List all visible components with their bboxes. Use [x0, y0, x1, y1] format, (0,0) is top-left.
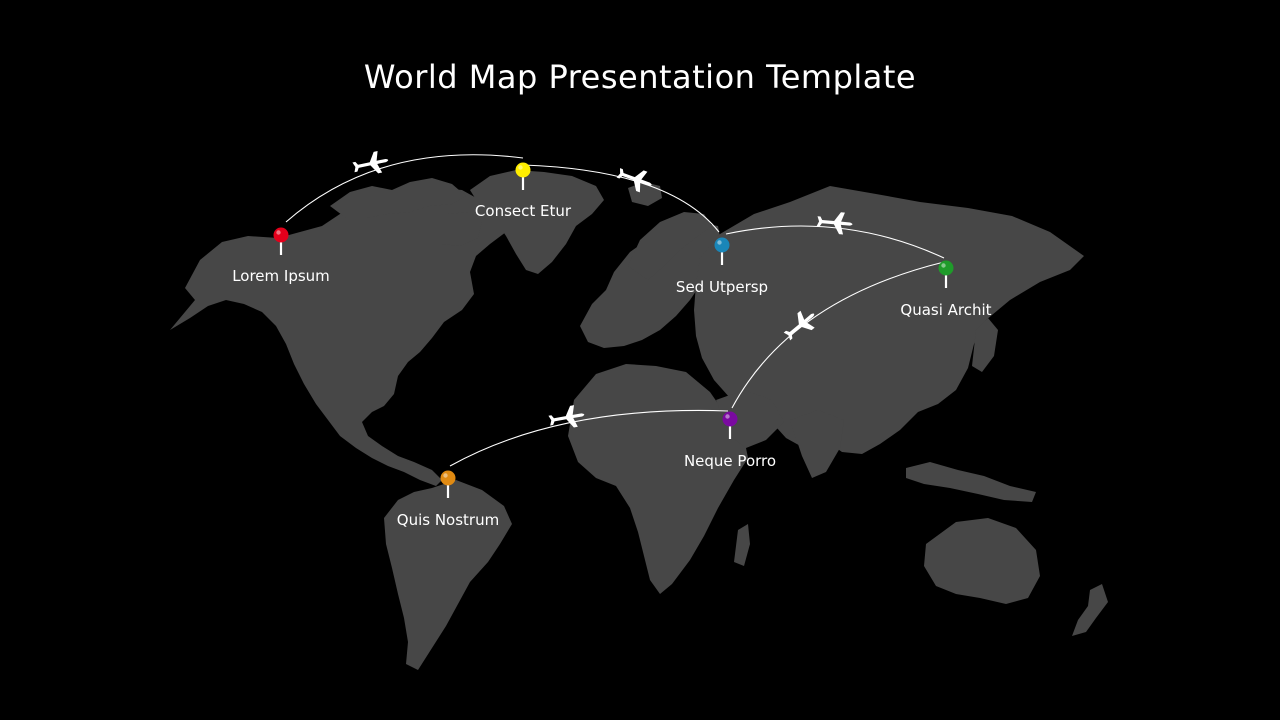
arctic-islands	[330, 178, 466, 218]
southeast-asia-islands	[906, 462, 1036, 502]
map-pin-icon	[722, 411, 738, 427]
continent-australia	[924, 518, 1040, 604]
airplane-icon	[816, 212, 853, 235]
pin-highlight	[518, 165, 523, 170]
indian-subcontinent	[790, 410, 844, 478]
continent-africa	[568, 364, 748, 594]
location-label-consect-etur: Consect Etur	[475, 202, 572, 220]
pin-lorem-ipsum[interactable]: Lorem Ipsum	[232, 227, 330, 286]
location-label-quis-nostrum: Quis Nostrum	[397, 511, 499, 529]
continent-north-america	[170, 188, 512, 486]
continent-europe	[580, 222, 722, 348]
pin-highlight	[941, 263, 946, 268]
pin-highlight	[725, 414, 730, 419]
scandinavia	[628, 212, 712, 280]
continent-asia	[694, 186, 1084, 454]
airplane-icon	[548, 405, 585, 428]
map-pin-icon	[273, 227, 289, 243]
new-zealand	[1072, 584, 1108, 636]
baffin-island	[430, 212, 482, 246]
route-quasi-archit-to-neque-porro	[731, 261, 945, 409]
location-pins: Lorem Ipsum Consect Etur Sed Utpersp Quasi …	[232, 162, 992, 530]
japan	[972, 318, 998, 372]
pin-quis-nostrum[interactable]: Quis Nostrum	[397, 470, 499, 530]
location-label-quasi-archit: Quasi Archit	[900, 301, 991, 319]
pin-highlight	[276, 230, 281, 235]
pin-sed-utpersp[interactable]: Sed Utpersp	[676, 237, 768, 297]
map-pin-icon	[515, 162, 531, 178]
pin-highlight	[717, 240, 722, 245]
airplane-icon	[352, 150, 389, 174]
continent-greenland	[470, 170, 604, 274]
location-label-sed-utpersp: Sed Utpersp	[676, 278, 768, 296]
pin-highlight	[443, 473, 448, 478]
iceland	[628, 182, 662, 206]
location-label-neque-porro: Neque Porro	[684, 452, 776, 470]
madagascar	[734, 524, 750, 566]
arabian-peninsula	[716, 390, 784, 448]
pin-quasi-archit[interactable]: Quasi Archit	[900, 260, 992, 320]
map-pin-icon	[938, 260, 954, 276]
route-lorem-ipsum-to-consect-etur	[285, 154, 524, 223]
slide-title: World Map Presentation Template	[363, 58, 917, 96]
continent-south-america	[384, 480, 512, 670]
continents	[170, 170, 1108, 670]
airplane-icon	[783, 310, 815, 341]
pin-consect-etur[interactable]: Consect Etur	[475, 162, 572, 221]
location-label-lorem-ipsum: Lorem Ipsum	[232, 267, 330, 285]
airplane-icon	[616, 168, 652, 193]
map-pin-icon	[440, 470, 456, 486]
map-pin-icon	[714, 237, 730, 253]
airplanes	[352, 150, 853, 428]
pin-neque-porro[interactable]: Neque Porro	[684, 411, 776, 471]
